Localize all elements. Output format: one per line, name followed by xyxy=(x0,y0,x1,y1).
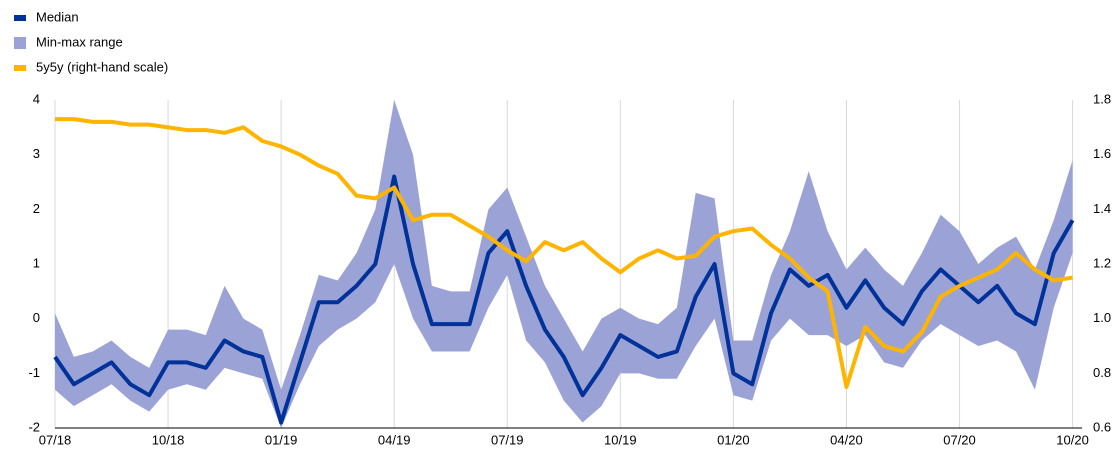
line xyxy=(53,174,1075,425)
legend-label: Min-max range xyxy=(36,34,123,49)
y-tick-label: -2 xyxy=(28,419,40,434)
y-tick-label: -1 xyxy=(28,365,40,380)
x-tick-label: 10/20 xyxy=(1056,432,1089,447)
x-tick-label: 01/20 xyxy=(717,432,750,447)
y-tick-label: 1 xyxy=(33,255,40,270)
y2-tick-label: 0.8 xyxy=(1093,365,1111,380)
x-tick-label: 04/19 xyxy=(378,432,411,447)
legend-label: 5y5y (right-hand scale) xyxy=(36,59,168,74)
y2-tick-label: 1.2 xyxy=(1093,255,1111,270)
legend-label: Median xyxy=(36,9,79,24)
legend-swatch xyxy=(14,37,26,49)
x-tick-label: 10/18 xyxy=(152,432,185,447)
line xyxy=(55,117,1073,389)
x-tick-label: 07/20 xyxy=(943,432,976,447)
y-tick-label: 2 xyxy=(33,201,40,216)
y2-tick-label: 1.8 xyxy=(1093,91,1111,106)
y2-tick-label: 1.4 xyxy=(1093,201,1111,216)
y-tick-label: 4 xyxy=(33,91,40,106)
x-tick-label: 07/19 xyxy=(491,432,524,447)
y-tick-label: 3 xyxy=(33,146,40,161)
x-tick-label: 07/18 xyxy=(39,432,72,447)
legend-swatch xyxy=(14,65,26,71)
x-tick-label: 10/19 xyxy=(604,432,637,447)
x-tick-label: 04/20 xyxy=(830,432,863,447)
y2-tick-label: 0.6 xyxy=(1093,419,1111,434)
y2-tick-label: 1.6 xyxy=(1093,146,1111,161)
legend-swatch xyxy=(14,15,26,21)
x-tick-label: 01/19 xyxy=(265,432,298,447)
y-tick-label: 0 xyxy=(33,310,40,325)
range-area xyxy=(55,100,1073,428)
y2-tick-label: 1.0 xyxy=(1093,310,1111,325)
